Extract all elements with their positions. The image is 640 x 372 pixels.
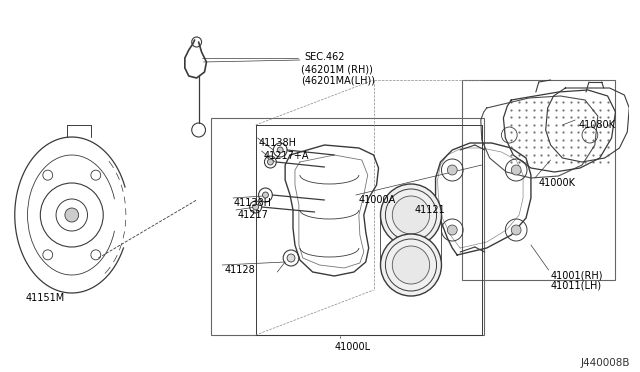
Text: J440008B: J440008B — [580, 358, 630, 368]
Circle shape — [277, 147, 283, 153]
Circle shape — [511, 225, 521, 235]
Text: 41011(LH): 41011(LH) — [550, 281, 602, 291]
Circle shape — [447, 165, 457, 175]
Circle shape — [268, 159, 273, 165]
Bar — [462, 80, 614, 280]
Text: 41121: 41121 — [415, 205, 445, 215]
Ellipse shape — [381, 184, 442, 246]
Text: 41000L: 41000L — [334, 342, 371, 352]
Circle shape — [447, 225, 457, 235]
Circle shape — [511, 165, 521, 175]
Ellipse shape — [381, 234, 442, 296]
Text: 41001(RH): 41001(RH) — [550, 270, 603, 280]
Ellipse shape — [392, 196, 429, 234]
Text: 41138H: 41138H — [234, 198, 272, 208]
Text: (46201MA(LH)): (46201MA(LH)) — [301, 75, 375, 85]
Ellipse shape — [392, 246, 429, 284]
Circle shape — [262, 192, 268, 198]
Text: 41217+A: 41217+A — [264, 151, 309, 161]
Text: 41138H: 41138H — [259, 138, 296, 148]
Text: (46201M (RH)): (46201M (RH)) — [301, 64, 372, 74]
Text: SEC.462: SEC.462 — [305, 52, 346, 62]
Text: 41000A: 41000A — [359, 195, 396, 205]
Bar — [211, 118, 484, 335]
Text: 41128: 41128 — [224, 265, 255, 275]
Text: 41000K: 41000K — [539, 178, 576, 188]
Text: 41217: 41217 — [238, 210, 269, 220]
Circle shape — [287, 254, 295, 262]
Text: 41080K: 41080K — [578, 120, 615, 130]
Text: 41151M: 41151M — [26, 293, 65, 303]
Circle shape — [253, 204, 259, 210]
Circle shape — [65, 208, 79, 222]
